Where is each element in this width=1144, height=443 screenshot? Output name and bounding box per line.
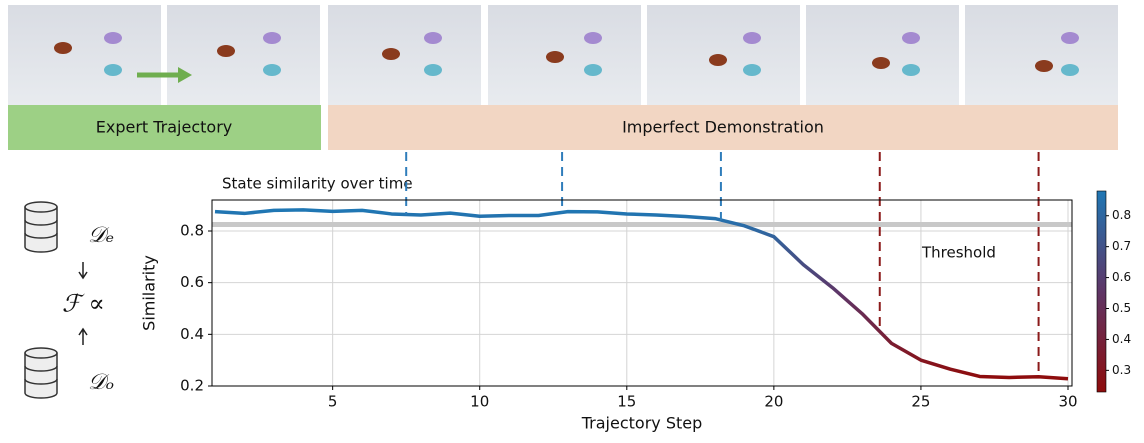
object [1035, 60, 1053, 72]
y-tick-label: 0.4 [180, 325, 204, 343]
object [1061, 32, 1079, 44]
object [872, 57, 890, 69]
expert-label: Expert Trajectory [96, 118, 233, 137]
y-tick-label: 0.8 [180, 222, 204, 240]
object [1061, 64, 1079, 76]
object [584, 64, 602, 76]
colorbar-tick-label: 0.4 [1112, 332, 1131, 346]
object [382, 48, 400, 60]
object [54, 42, 72, 54]
plot-frame [211, 199, 1073, 387]
object [104, 64, 122, 76]
arrows [78, 262, 88, 345]
photo-frame [647, 5, 800, 105]
photo-frame [328, 5, 481, 105]
colorbar-tick-label: 0.8 [1112, 208, 1131, 222]
threshold-label: Threshold [921, 244, 996, 262]
set-label: 𝒟ₒ [88, 370, 114, 395]
x-tick-label: 25 [911, 393, 930, 411]
object [424, 32, 442, 44]
colorbar-tick-label: 0.3 [1112, 363, 1131, 377]
x-tick-label: 20 [764, 393, 783, 411]
imperfect-band [328, 105, 1118, 150]
colorbar-tick-label: 0.6 [1112, 270, 1131, 284]
y-tick-label: 0.2 [180, 377, 204, 395]
colorbar-tick-label: 0.7 [1112, 239, 1131, 253]
photo-frame [488, 5, 641, 105]
y-axis-label: Similarity [140, 255, 159, 331]
photo-frame [965, 5, 1118, 105]
relation-label: ℱ ∝ [62, 290, 105, 318]
object [584, 32, 602, 44]
object [546, 51, 564, 63]
frame-strip: Expert Trajectory Imperfect Demonstratio… [8, 5, 1118, 150]
object [902, 32, 920, 44]
object [743, 64, 761, 76]
imperfect-label: Imperfect Demonstration [622, 118, 824, 137]
object [743, 32, 761, 44]
expert-band [8, 105, 321, 150]
object [263, 64, 281, 76]
object [263, 32, 281, 44]
colorbar-tick-label: 0.5 [1112, 301, 1131, 315]
object [424, 64, 442, 76]
set-label: 𝒟ₑ [88, 223, 114, 248]
left-diagram: 𝒟ₑ 𝒟ₒ ℱ ∝ [24, 201, 114, 399]
photo-frame [806, 5, 959, 105]
colorbar [1096, 190, 1107, 393]
x-tick-label: 10 [470, 393, 489, 411]
database-icon [24, 201, 58, 253]
arrow-head [178, 67, 192, 83]
database-icon [24, 347, 58, 399]
x-tick-label: 5 [328, 393, 338, 411]
object [104, 32, 122, 44]
object [709, 54, 727, 66]
photo-frame [8, 5, 161, 105]
annotation: State similarity over time [222, 175, 413, 193]
object [902, 64, 920, 76]
x-axis-label: Trajectory Step [581, 414, 703, 433]
similarity-line [214, 208, 1069, 381]
photo-frame [167, 5, 320, 105]
x-tick-label: 30 [1058, 393, 1077, 411]
object [217, 45, 235, 57]
y-tick-label: 0.6 [180, 273, 204, 291]
x-tick-label: 15 [617, 393, 636, 411]
